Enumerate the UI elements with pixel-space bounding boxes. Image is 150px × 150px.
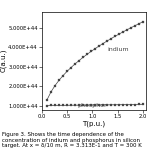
Text: Figure 3. Shows the time dependence of the concentration of indium and phosphoru: Figure 3. Shows the time dependence of t… [2,132,141,148]
Y-axis label: C(a.u.): C(a.u.) [0,49,7,72]
Text: indium: indium [108,47,129,52]
Text: phosphor: phosphor [77,103,107,108]
X-axis label: T(p.u.): T(p.u.) [82,120,105,127]
